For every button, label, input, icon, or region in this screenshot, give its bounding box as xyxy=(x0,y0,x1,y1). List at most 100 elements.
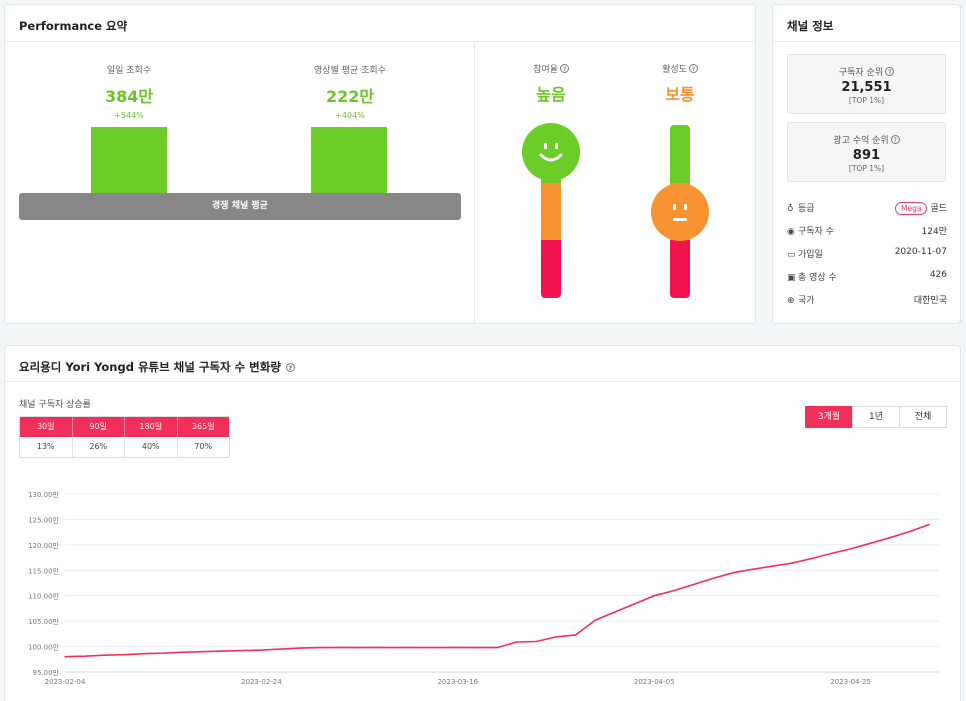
rate-period[interactable]: 90일 xyxy=(72,417,125,437)
data-point xyxy=(830,552,832,555)
subscriber-line-chart: 95.00만 100.00만 105.00만 110.00만 115.00만 120.00… xyxy=(28,490,939,686)
data-point xyxy=(850,548,852,550)
y-tick-label: 115.00만 xyxy=(28,566,59,575)
data-point xyxy=(84,655,86,657)
data-point xyxy=(142,653,145,655)
activity-value: 보통 xyxy=(665,85,695,104)
y-tick-label: 105.00만 xyxy=(28,617,59,626)
data-point xyxy=(339,646,341,649)
question-circle-icon[interactable]: ? xyxy=(885,67,895,76)
daily-views-label: 일일 조회수 xyxy=(106,66,152,76)
x-tick-label: 2023-02-24 xyxy=(241,678,282,686)
rate-table-values: 13% 26% 40% 70% xyxy=(20,437,229,457)
data-point xyxy=(319,646,321,649)
data-point xyxy=(300,647,302,649)
rate-table-header: 30일 90일 180일 365일 xyxy=(20,417,229,437)
range-3-months-button[interactable]: 3개월 xyxy=(805,406,853,428)
x-tick-label: 2023-02-04 xyxy=(45,678,86,686)
videos-value: 426 xyxy=(929,270,947,280)
user-circle-icon: ◉ xyxy=(787,227,795,237)
data-point xyxy=(712,577,714,580)
data-point xyxy=(182,651,184,653)
data-point xyxy=(594,619,596,621)
engagement-value: 높음 xyxy=(536,85,566,104)
mega-badge: Mega xyxy=(894,202,928,215)
data-point xyxy=(555,636,557,638)
videos-label: 총 영상 수 xyxy=(798,273,837,283)
data-point xyxy=(457,646,459,649)
data-point xyxy=(221,650,223,652)
data-point xyxy=(869,542,871,544)
data-point xyxy=(673,590,675,592)
rate-value: 40% xyxy=(125,437,178,457)
neutral-face-icon xyxy=(651,183,709,241)
data-point xyxy=(359,646,361,649)
globe-icon: ⊕ xyxy=(787,296,795,306)
y-tick-label: 100.00만 xyxy=(28,643,59,652)
data-point xyxy=(535,640,537,643)
rate-value: 70% xyxy=(177,437,229,457)
question-circle-icon[interactable]: ? xyxy=(559,64,569,73)
info-row-country: ⊕ 국가 대한민국 xyxy=(787,293,947,307)
x-tick-label: 2023-04-25 xyxy=(830,678,871,686)
range-1-year-button[interactable]: 1년 xyxy=(852,406,900,428)
data-point xyxy=(64,656,66,658)
engagement-metric: 참여율? 높음 xyxy=(510,62,592,105)
range-all-button[interactable]: 전체 xyxy=(899,406,947,428)
avg-views-metric: 영상별 평균 조회수 222만 +404% xyxy=(285,63,415,120)
data-point xyxy=(398,646,400,649)
y-tick-label: 110.00만 xyxy=(28,592,59,601)
question-circle-icon[interactable]: ? xyxy=(285,363,295,372)
subscriber-growth-card: 요리용디 Yori Yongd 유튜브 채널 구독자 수 변화량? 채널 구독자… xyxy=(4,345,961,701)
x-tick-label: 2023-04-05 xyxy=(634,678,675,686)
y-tick-label: 95.00만 xyxy=(33,668,60,677)
rate-period[interactable]: 180일 xyxy=(125,417,178,437)
rate-period[interactable]: 365일 xyxy=(177,417,229,437)
data-point xyxy=(928,523,930,526)
subscriber-rank-box: 구독자 순위? 21,551 [TOP 1%] xyxy=(787,54,946,114)
data-point xyxy=(378,646,380,649)
video-library-icon: ▣ xyxy=(787,273,796,283)
data-point xyxy=(614,611,616,613)
data-point xyxy=(732,572,734,574)
channel-info-title: 채널 정보 xyxy=(787,19,834,33)
daily-views-metric: 일일 조회수 384만 +544% xyxy=(69,63,189,120)
data-point xyxy=(653,595,655,597)
data-point xyxy=(103,654,105,656)
question-circle-icon[interactable]: ? xyxy=(688,64,698,73)
question-circle-icon[interactable]: ? xyxy=(890,135,900,144)
x-tick-label: 2023-03-16 xyxy=(437,678,478,686)
subscriber-rank-percentile: [TOP 1%] xyxy=(848,96,885,105)
medal-icon: ♁ xyxy=(787,204,794,214)
divider xyxy=(474,41,475,324)
subscriber-series-line xyxy=(64,523,930,658)
performance-card: Performance 요약 일일 조회수 384만 +544% 영상별 평균 … xyxy=(4,4,756,324)
data-point xyxy=(908,531,911,533)
activity-metric: 활성도? 보통 xyxy=(639,62,721,105)
joined-value: 2020-11-07 xyxy=(894,247,947,257)
data-point xyxy=(692,583,695,586)
daily-views-change: +544% xyxy=(114,111,144,120)
rate-label: 채널 구독자 상승률 xyxy=(19,400,91,410)
happy-face-icon xyxy=(522,123,580,181)
rate-value: 26% xyxy=(72,437,125,457)
data-point xyxy=(476,646,479,649)
performance-title: Performance 요약 xyxy=(19,19,128,33)
ad-rank-box: 광고 수익 순위? 891 [TOP 1%] xyxy=(787,122,946,182)
data-point xyxy=(810,557,812,560)
divider xyxy=(773,41,960,42)
data-point xyxy=(280,648,282,650)
rate-period[interactable]: 30일 xyxy=(20,417,73,437)
data-point xyxy=(575,634,577,636)
country-value: 대한민국 xyxy=(913,296,947,306)
avg-views-change: +404% xyxy=(335,111,365,120)
grade-value: 골드 xyxy=(930,204,947,214)
data-point xyxy=(241,650,243,652)
data-point xyxy=(162,652,164,654)
activity-label: 활성도 xyxy=(662,65,687,75)
divider xyxy=(5,381,960,382)
info-row-grade: ♁ 등급 Mega 골드 xyxy=(787,201,947,215)
ad-rank-label: 광고 수익 순위 xyxy=(833,136,889,146)
avg-views-value: 222만 xyxy=(325,87,375,106)
ad-rank-percentile: [TOP 1%] xyxy=(848,164,885,173)
